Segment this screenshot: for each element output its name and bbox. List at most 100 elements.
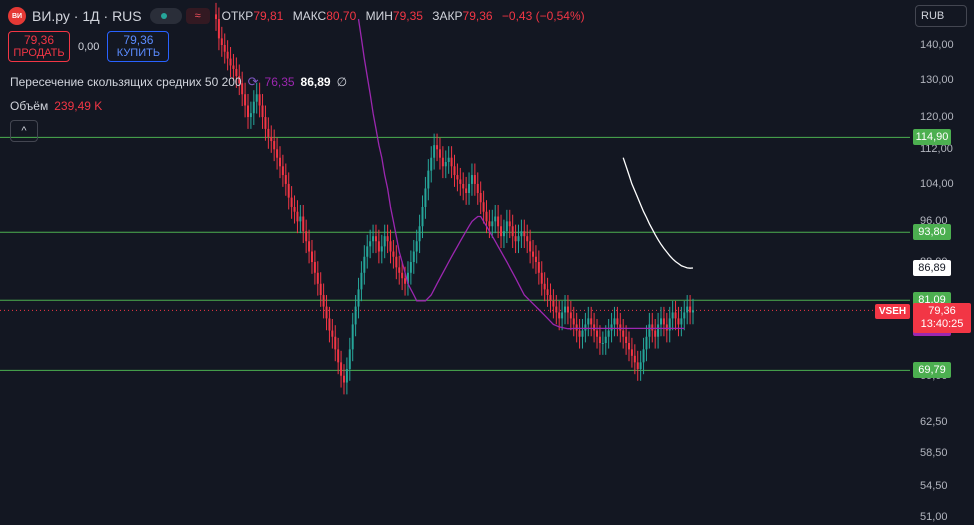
bar-countdown: 13:40:25 xyxy=(920,318,964,330)
candle-body xyxy=(249,113,252,118)
candle-body xyxy=(482,202,485,212)
candle-body xyxy=(386,236,389,242)
buy-button[interactable]: 79,36 КУПИТЬ xyxy=(107,31,170,62)
candle-body xyxy=(278,157,281,167)
candle-body xyxy=(308,241,311,252)
candle-body xyxy=(473,175,476,184)
candle-body xyxy=(497,216,500,227)
candle-body xyxy=(284,175,287,184)
candle-body xyxy=(534,256,537,263)
candle-body xyxy=(412,251,415,263)
price-tick-label: 51,00 xyxy=(920,511,948,523)
ma-cross-indicator[interactable]: Пересечение скользящих средних 50 200 ⟳ … xyxy=(10,74,347,90)
candle-body xyxy=(322,295,325,307)
candle-body xyxy=(305,231,308,242)
candle-body xyxy=(578,330,581,337)
candle-body xyxy=(642,349,645,363)
candle-body xyxy=(415,241,418,252)
collapse-legend-button[interactable]: ^ xyxy=(10,120,38,142)
candle-body xyxy=(479,193,482,203)
candle-body xyxy=(366,246,369,257)
candle-body xyxy=(316,272,319,284)
price-tick-label: 140,00 xyxy=(920,39,954,51)
candle-body xyxy=(537,262,540,273)
candle-body xyxy=(462,183,465,189)
candle-body xyxy=(628,343,631,350)
candle-body xyxy=(511,226,514,237)
volume-indicator[interactable]: Объём 239,49 K xyxy=(10,99,102,113)
candle-body xyxy=(287,183,290,198)
currency-selector[interactable]: RUB xyxy=(915,5,967,27)
candle-body xyxy=(226,51,229,59)
ma-cross-label: Пересечение скользящих средних 50 200 xyxy=(10,75,242,89)
sync-icon[interactable]: ⟳ xyxy=(247,74,259,89)
level-price-tag[interactable]: 69,79 xyxy=(913,362,951,379)
candle-body xyxy=(261,105,264,118)
ma200-value: 86,89 xyxy=(300,75,331,89)
candle-body xyxy=(293,206,296,212)
candle-body xyxy=(369,241,372,247)
candle-body xyxy=(238,76,241,84)
symbol-title[interactable]: ВИ.ру · 1Д · RUS xyxy=(32,8,142,24)
price-tick-label: 62,50 xyxy=(920,415,948,428)
candle-body xyxy=(671,312,674,319)
candle-body xyxy=(424,188,427,207)
candle-body xyxy=(351,324,354,350)
candle-body xyxy=(246,105,249,118)
close-label: ЗАКР xyxy=(432,9,463,23)
candle-body xyxy=(680,318,683,325)
candle-body xyxy=(360,272,363,290)
candle-body xyxy=(657,324,660,337)
candle-body xyxy=(633,355,636,363)
candle-body xyxy=(598,336,601,344)
candle-body xyxy=(526,236,529,242)
ma50-value: 76,35 xyxy=(264,75,295,89)
level-price-tag[interactable]: 114,90 xyxy=(913,129,951,146)
candle-body xyxy=(313,262,316,273)
wave-icon[interactable]: ≈ xyxy=(185,8,210,24)
level-price-tag[interactable]: 93,80 xyxy=(913,224,951,241)
candle-body xyxy=(325,306,328,319)
candle-body xyxy=(438,149,441,158)
last-price: 79,36 xyxy=(928,305,956,317)
candle-body xyxy=(319,283,322,296)
candle-body xyxy=(244,94,247,106)
candle-body xyxy=(532,251,535,257)
candle-body xyxy=(491,221,494,227)
candle-body xyxy=(607,330,610,337)
price-tick-label: 130,00 xyxy=(920,73,954,86)
candle-body xyxy=(529,241,532,252)
candle-body xyxy=(354,306,357,325)
candle-body xyxy=(436,145,439,150)
symbol-header: ВИ ВИ.ру · 1Д · RUS ≈ ОТКР79,81 МАКС80,7… xyxy=(8,6,591,26)
sell-button[interactable]: 79,36 ПРОДАТЬ xyxy=(8,31,70,62)
candle-body xyxy=(689,306,692,313)
null-icon: ∅ xyxy=(336,75,348,89)
candle-body xyxy=(613,318,616,325)
change-value: −0,43 (−0,54%) xyxy=(501,9,585,23)
price-tick-label: 120,00 xyxy=(920,111,954,124)
candle-body xyxy=(252,101,255,114)
candle-body xyxy=(229,58,232,66)
candle-body xyxy=(389,241,392,252)
candle-body xyxy=(380,246,383,252)
market-status-badge[interactable] xyxy=(149,8,182,24)
candle-body xyxy=(500,226,503,237)
candle-body xyxy=(692,310,694,313)
candle-body xyxy=(502,231,505,237)
last-price-tag: 79,36 13:40:25 xyxy=(913,303,971,333)
candle-body xyxy=(430,157,433,171)
candle-body xyxy=(625,336,628,344)
volume-label: Объём xyxy=(10,99,49,113)
candle-body xyxy=(217,19,220,39)
candle-body xyxy=(342,375,345,383)
candle-body xyxy=(645,336,648,350)
candle-body xyxy=(581,330,584,337)
high-label: МАКС xyxy=(292,9,327,23)
chevron-up-icon: ^ xyxy=(21,125,27,137)
candle-body xyxy=(569,312,572,319)
candle-body xyxy=(406,272,409,284)
candle-body xyxy=(610,324,613,331)
